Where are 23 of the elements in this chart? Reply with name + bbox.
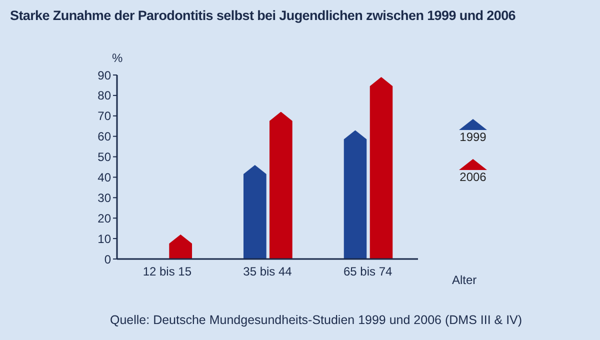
source-note: Quelle: Deutsche Mundgesundheits-Studien 1999 und 2006 (DMS III & IV) <box>110 313 522 327</box>
y-tick-label: 40 <box>98 170 112 184</box>
bar <box>344 130 367 259</box>
y-axis-title: % <box>112 51 123 65</box>
y-tick-label: 10 <box>98 232 112 246</box>
y-tick-label: 90 <box>98 68 112 82</box>
bar <box>370 77 393 259</box>
y-tick-label: 30 <box>98 190 112 205</box>
y-tick-label: 20 <box>98 211 112 226</box>
bar <box>243 164 266 259</box>
y-tick-label: 50 <box>98 150 112 164</box>
x-tick-label: 65 bis 74 <box>343 264 393 279</box>
y-tick-label: 60 <box>98 130 112 144</box>
y-tick-label: 70 <box>98 109 112 124</box>
legend-label: 1999 <box>460 130 486 144</box>
legend-label: 2006 <box>460 170 486 184</box>
x-axis-title: Alter <box>452 273 477 287</box>
bar <box>269 112 292 259</box>
y-tick-label: 80 <box>98 88 112 103</box>
chart-title: Starke Zunahme der Parodontitis selbst bei Jugendlichen zwischen 1999 und 2006 <box>10 8 516 23</box>
y-tick-label: 0 <box>104 252 112 266</box>
x-tick-label: 12 bis 15 <box>142 264 192 279</box>
x-tick-label: 35 bis 44 <box>243 264 292 279</box>
